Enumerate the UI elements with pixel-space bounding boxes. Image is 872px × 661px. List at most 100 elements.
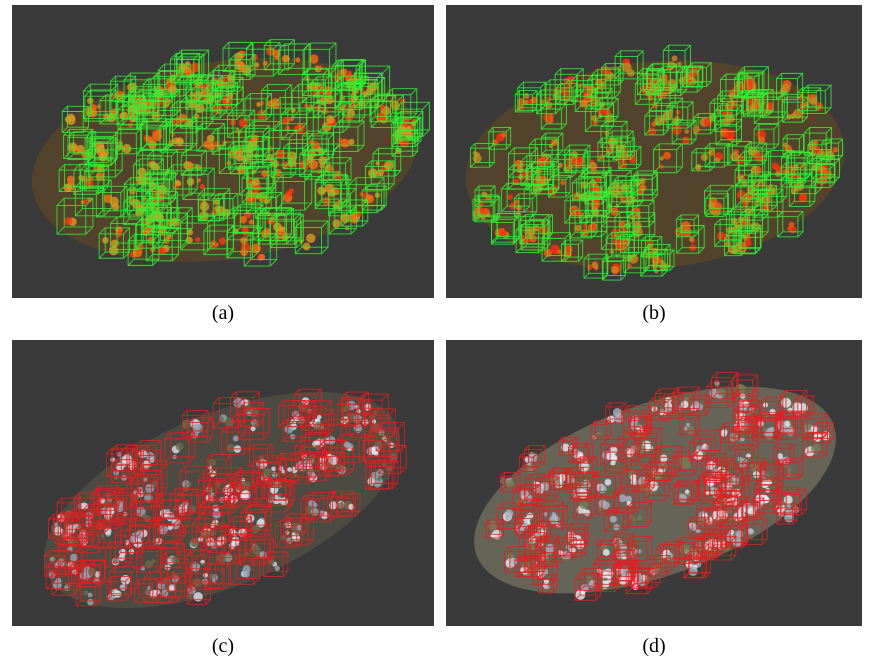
bounding-box: [731, 374, 759, 402]
bounding-box: [742, 456, 766, 481]
point: [549, 475, 560, 486]
point: [340, 138, 350, 148]
point: [195, 237, 201, 243]
point: [157, 582, 165, 590]
point: [83, 590, 89, 596]
bounding-box: [676, 214, 699, 238]
bounding-box: [262, 551, 289, 577]
point: [532, 183, 543, 194]
point: [695, 528, 701, 534]
point: [370, 471, 379, 480]
point: [736, 190, 746, 200]
point: [590, 200, 600, 210]
bounding-box: [776, 503, 798, 525]
point: [724, 240, 731, 248]
bounding-box: [270, 214, 304, 248]
bounding-box: [597, 570, 619, 592]
bounding-box: [688, 394, 710, 416]
point: [262, 60, 268, 66]
point: [682, 136, 690, 145]
bounding-box: [228, 481, 256, 508]
bounding-box: [652, 249, 675, 271]
bounding-box: [600, 439, 628, 466]
bounding-box: [642, 70, 665, 93]
bounding-box: [74, 492, 99, 517]
bounding-box: [662, 44, 691, 73]
bounding-box: [569, 471, 598, 500]
bounding-box: [584, 182, 607, 205]
bounding-box: [529, 138, 559, 168]
bounding-box: [614, 50, 644, 80]
bounding-box: [705, 193, 729, 217]
bounding-box: [209, 467, 242, 500]
bounding-box: [342, 398, 372, 428]
point: [160, 589, 169, 598]
bounding-box: [263, 39, 295, 71]
bounding-box: [693, 112, 715, 135]
bounding-box: [299, 148, 328, 177]
bounding-box: [754, 188, 784, 218]
bounding-box: [712, 457, 734, 479]
bounding-box: [99, 94, 130, 125]
bounding-box: [597, 493, 620, 516]
bounding-box: [109, 488, 141, 521]
point: [73, 523, 81, 531]
bounding-box: [721, 463, 749, 491]
bounding-box: [61, 105, 89, 133]
point: [677, 61, 682, 67]
bounding-box: [518, 532, 546, 560]
bounding-box: [572, 442, 594, 464]
point: [659, 454, 668, 463]
bounding-box: [63, 128, 94, 159]
bounding-box: [295, 439, 326, 471]
bounding-box: [315, 173, 348, 206]
point: [680, 221, 691, 231]
point: [375, 112, 386, 123]
point: [604, 113, 614, 123]
bounding-box: [753, 123, 780, 150]
point: [579, 500, 588, 509]
caption: (b): [642, 302, 665, 324]
point: [505, 479, 515, 488]
point: [675, 109, 681, 115]
bounding-box: [691, 148, 715, 172]
bounding-box: [43, 550, 71, 577]
bounding-box: [145, 228, 180, 262]
panel-a: (a): [12, 5, 434, 324]
bounding-box: [714, 469, 743, 497]
point: [239, 216, 248, 224]
bounding-box: [553, 536, 577, 561]
point: [651, 406, 658, 413]
bounding-box: [269, 212, 302, 245]
point: [777, 453, 783, 459]
point: [572, 157, 583, 168]
bounding-box: [517, 81, 547, 111]
bounding-box: [106, 576, 131, 601]
bounding-box: [604, 446, 632, 474]
point: [549, 515, 559, 525]
point: [799, 193, 808, 201]
point: [523, 92, 530, 99]
point: [251, 525, 260, 534]
point: [714, 157, 720, 163]
point: [618, 494, 627, 503]
point: [680, 400, 689, 409]
bounding-box: [313, 90, 341, 118]
point: [337, 502, 345, 510]
point: [504, 509, 514, 518]
bounding-box: [115, 127, 142, 155]
bounding-box: [187, 417, 213, 443]
point: [261, 169, 269, 178]
bounding-box: [114, 529, 144, 559]
bounding-box: [603, 507, 629, 533]
bounding-box: [733, 389, 757, 412]
point: [277, 492, 283, 498]
point: [761, 195, 771, 205]
bounding-box: [285, 517, 314, 546]
bounding-box: [724, 500, 747, 523]
bounding-box: [513, 193, 538, 217]
bounding-box: [92, 519, 122, 549]
bounding-box: [87, 142, 123, 178]
point: [586, 264, 593, 271]
point: [685, 422, 690, 427]
